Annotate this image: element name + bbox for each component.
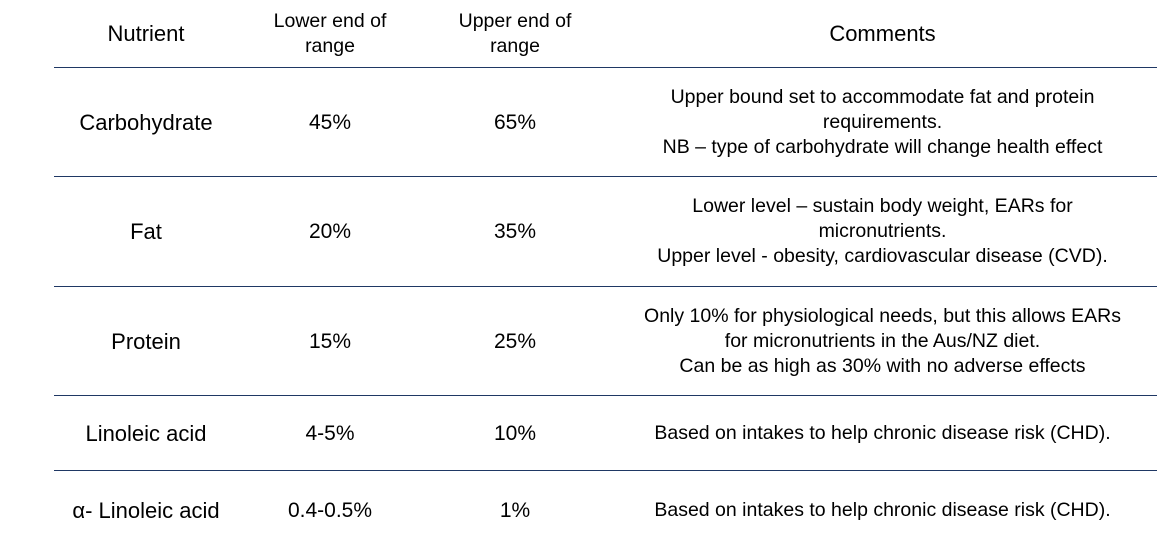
nutrient-cell: Fat xyxy=(130,219,162,244)
table-header-row: Nutrient Lower end of range Upper end of… xyxy=(54,0,1157,68)
comment-line: Upper level - obesity, cardiovascular di… xyxy=(657,245,1108,267)
comments-cell: Based on intakes to help chronic disease… xyxy=(608,498,1157,523)
upper-cell: 10% xyxy=(493,421,537,445)
comment-line: Lower level – sustain body weight, EARs … xyxy=(692,195,1073,217)
comments-cell: Lower level – sustain body weight, EARs … xyxy=(608,194,1157,269)
nutrient-cell: α- Linoleic acid xyxy=(72,497,220,523)
comment-line: NB – type of carbohydrate will change he… xyxy=(662,135,1103,158)
comment-line: Based on intakes to help chronic disease… xyxy=(654,421,1111,444)
comment-line: Only 10% for physiological needs, but th… xyxy=(644,304,1121,327)
table-row: Carbohydrate 45% 65% Upper bound set to … xyxy=(54,68,1157,177)
comments-cell: Only 10% for physiological needs, but th… xyxy=(608,304,1157,379)
header-lower-line-1: Lower end of xyxy=(273,9,387,32)
comment-line: micronutrients. xyxy=(818,220,947,242)
table-row: Protein 15% 25% Only 10% for physiologic… xyxy=(54,287,1157,396)
lower-cell: 4-5% xyxy=(305,421,355,445)
nutrient-cell: Protein xyxy=(111,328,181,354)
header-upper-line-2: range xyxy=(490,34,540,57)
header-lower-line-2: range xyxy=(305,34,355,57)
lower-cell: 20% xyxy=(308,220,352,243)
upper-cell: 1% xyxy=(499,498,531,522)
comment-line: requirements. xyxy=(822,110,943,133)
lower-cell: 15% xyxy=(308,329,352,353)
comment-line: Upper bound set to accommodate fat and p… xyxy=(670,85,1095,108)
header-upper-end: Upper end of range xyxy=(422,9,608,59)
comment-line: Based on intakes to help chronic disease… xyxy=(654,498,1111,521)
upper-cell: 25% xyxy=(493,329,537,353)
upper-cell: 35% xyxy=(493,220,537,243)
table-row: α- Linoleic acid 0.4-0.5% 1% Based on in… xyxy=(54,471,1157,549)
header-lower-end: Lower end of range xyxy=(238,9,422,59)
table-row: Fat 20% 35% Lower level – sustain body w… xyxy=(54,177,1157,287)
header-nutrient: Nutrient xyxy=(107,21,185,46)
table-row: Linoleic acid 4-5% 10% Based on intakes … xyxy=(54,396,1157,471)
header-upper-line-1: Upper end of xyxy=(458,9,572,32)
comments-cell: Upper bound set to accommodate fat and p… xyxy=(608,85,1157,160)
nutrient-cell: Carbohydrate xyxy=(79,109,213,135)
nutrient-range-table: Nutrient Lower end of range Upper end of… xyxy=(54,0,1157,549)
comments-cell: Based on intakes to help chronic disease… xyxy=(608,421,1157,446)
comment-line: Can be as high as 30% with no adverse ef… xyxy=(679,354,1086,377)
nutrient-cell: Linoleic acid xyxy=(85,420,207,446)
lower-cell: 0.4-0.5% xyxy=(287,498,373,522)
header-comments: Comments xyxy=(829,21,936,46)
comment-line: for micronutrients in the Aus/NZ diet. xyxy=(724,329,1041,352)
lower-cell: 45% xyxy=(308,110,352,134)
upper-cell: 65% xyxy=(493,110,537,134)
